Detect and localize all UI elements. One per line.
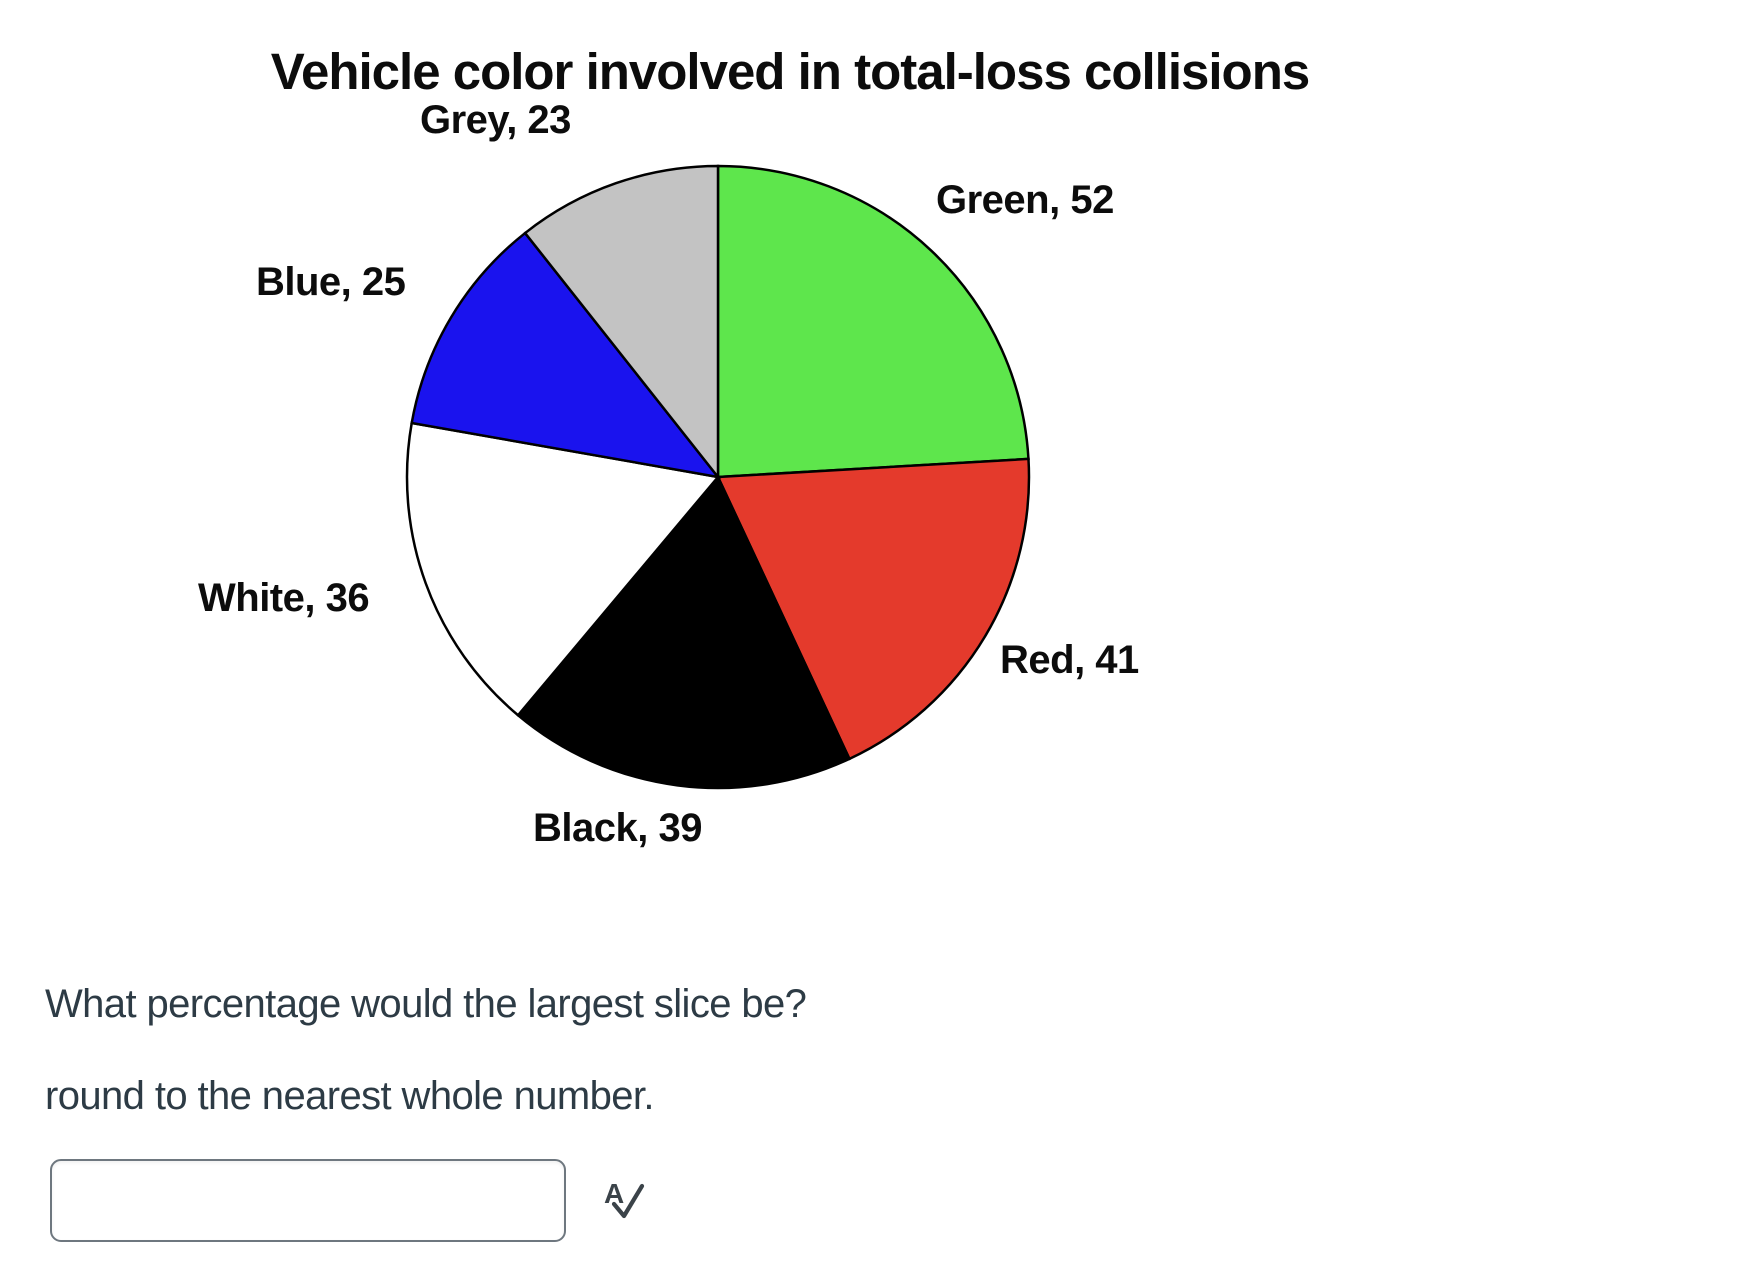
- slice-label-blue: Blue, 25: [256, 260, 406, 304]
- slice-label-grey: Grey, 23: [420, 98, 571, 142]
- question-text: What percentage would the largest slice …: [45, 982, 807, 1026]
- question-instruction: round to the nearest whole number.: [45, 1074, 655, 1118]
- pie-slice-white: [405, 421, 721, 718]
- slice-label-green: Green, 52: [936, 178, 1114, 222]
- answer-input[interactable]: [50, 1159, 566, 1242]
- pie-chart: [405, 164, 1031, 790]
- pie-slice-grey: [523, 164, 720, 481]
- pie-slice-green: [716, 164, 1030, 479]
- spellcheck-a-check-icon: A: [604, 1178, 645, 1219]
- slice-label-white: White, 36: [198, 576, 370, 620]
- chart-title: Vehicle color involved in total-loss col…: [270, 43, 1310, 100]
- pie-slice-black: [516, 474, 852, 790]
- slice-label-black: Black, 39: [533, 806, 702, 850]
- pie-slice-blue: [410, 231, 722, 479]
- svg-text:A: A: [604, 1178, 624, 1209]
- pie-slice-red: [716, 457, 1031, 761]
- slice-label-red: Red, 41: [1000, 638, 1139, 682]
